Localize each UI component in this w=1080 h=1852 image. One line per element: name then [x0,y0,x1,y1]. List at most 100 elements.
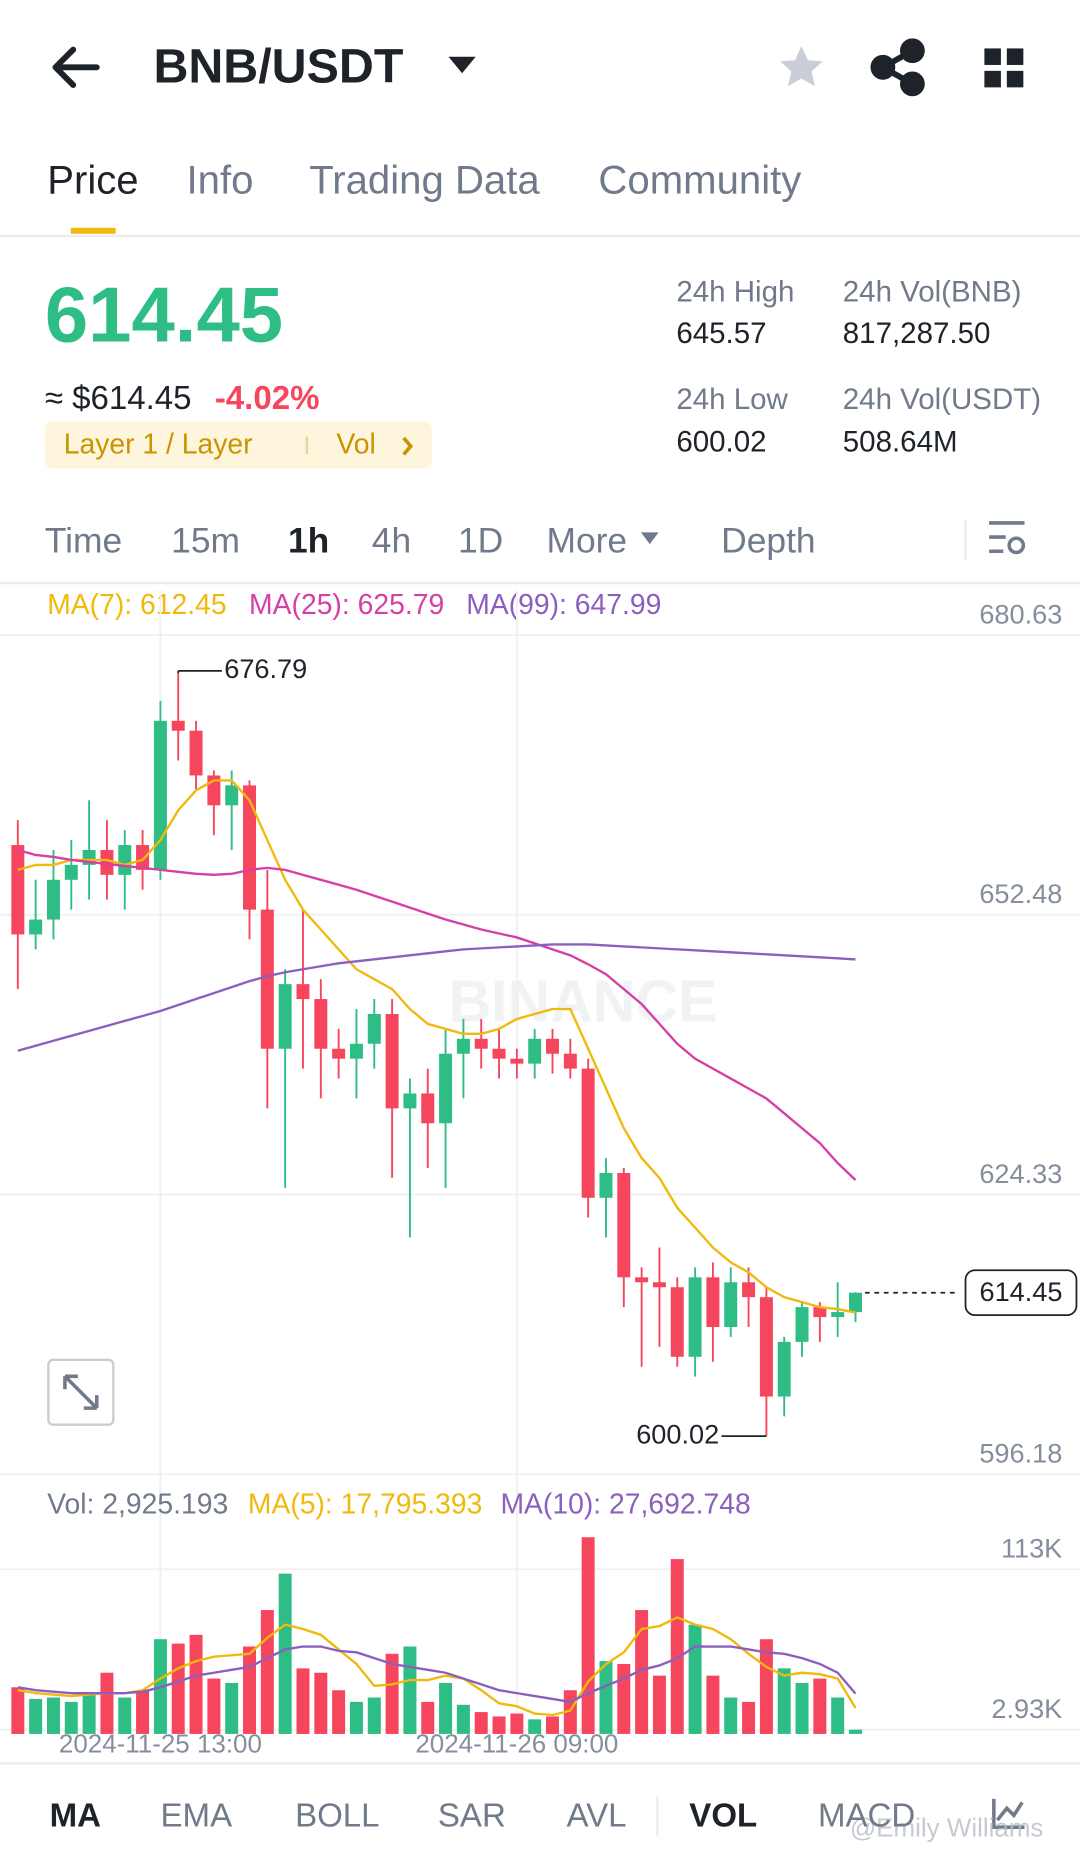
pair-title[interactable]: BNB/USDT [153,39,403,93]
candle-body [171,720,185,731]
indicator-settings-icon[interactable] [992,1798,1025,1829]
interval[interactable]: Time [45,520,122,560]
candle-body [759,1297,773,1397]
candle-body [652,1282,666,1288]
candle-body [225,785,239,806]
back-button[interactable] [52,46,100,88]
expand-icon [63,1374,99,1410]
x-tick-label: 2024-11-25 13:00 [59,1729,262,1759]
stat-label: 24h Vol(BNB) [843,276,1022,309]
tag-pill[interactable] [44,421,433,469]
candle-body [296,984,310,1000]
volume-bar [189,1634,203,1734]
indicator-tab[interactable]: MACD [818,1797,915,1834]
volume-bar [260,1610,274,1734]
tag-text[interactable]: Layer 1 / Layer [64,429,253,461]
volume-bar [652,1675,666,1734]
candle-body [849,1292,862,1313]
last-price: 614.45 [45,271,283,359]
pair-dropdown[interactable] [448,56,476,74]
tag-chevron [402,436,414,456]
indicator-tab[interactable]: AVL [567,1797,627,1834]
volume-bar [421,1701,435,1734]
interval[interactable]: 1h [288,520,329,560]
volume-bar [759,1639,773,1734]
interval[interactable]: Depth [721,520,815,560]
y-tick-label: 2.93K [991,1693,1062,1724]
share-icon[interactable] [870,38,925,97]
candle-body [688,1277,702,1357]
candle-body [332,1048,346,1059]
tab[interactable]: Price [47,158,138,203]
high-label: 676.79 [224,653,307,684]
volume-bar [670,1559,684,1734]
volume-bar [724,1697,738,1734]
candle-body [11,845,25,935]
indicator-tab[interactable]: VOL [689,1797,757,1834]
tag-link[interactable]: Vol [336,429,375,461]
y-tick-label: 113K [1001,1533,1062,1564]
interval[interactable]: More [546,520,627,560]
y-tick-label: 652.48 [979,878,1062,909]
indicator-tab[interactable]: MA [50,1797,101,1834]
volume-legend: MA(10): 27,692.748 [500,1489,750,1521]
volume-bar [635,1610,649,1734]
candle-body [439,1053,453,1124]
candle-body [492,1048,506,1059]
candle-body [46,879,60,920]
candle-body [813,1307,827,1318]
ma-line [17,848,857,1181]
volume-bar [403,1646,417,1734]
ma-legend: MA(25): 625.79 [249,589,444,621]
price-chart: MA(7): 612.45 MA(25): 625.79 MA(99): 647.9… [0,589,1080,1733]
volume-ma-line [17,1645,857,1704]
candle-body [118,845,132,875]
indicator-tab[interactable]: EMA [161,1797,233,1834]
volume-bar [706,1675,720,1734]
candle-body [581,1068,595,1198]
volume-bar [82,1693,96,1734]
price-change: -4.02% [215,380,320,417]
interval[interactable]: 4h [372,520,411,560]
candle-body [617,1172,631,1278]
y-tick-label: 624.33 [979,1158,1062,1189]
stat-label: 24h Low [676,383,788,416]
candle-body [421,1093,435,1124]
tab[interactable]: Trading Data [309,158,540,203]
candle-body [189,730,203,776]
candle-body [795,1307,809,1342]
favorite-icon[interactable] [780,46,823,87]
chart-settings-icon[interactable] [989,521,1026,555]
user-watermark: @Emily Williams [850,1812,1044,1842]
volume-bar [136,1690,150,1734]
tab[interactable]: Community [598,158,801,203]
volume-bar [439,1682,453,1734]
volume-bar [528,1719,542,1734]
candle-body [742,1282,756,1298]
candle-body [385,1013,399,1109]
ma-line [17,943,856,1052]
candle-body [635,1277,649,1283]
volume-bar [46,1697,60,1734]
y-tick-label: 680.63 [979,598,1062,629]
volume-bar [813,1678,827,1734]
volume-bar [688,1624,702,1734]
interval[interactable]: 15m [171,520,240,560]
volume-chart: Vol: 2,925.193 MA(5): 17,795.393 MA(10): 2… [0,1489,1080,1734]
candle-body [831,1312,845,1318]
candle-body [706,1277,720,1327]
indicator-tab[interactable]: BOLL [295,1797,379,1834]
stat-label: 24h Vol(USDT) [843,383,1041,416]
candle-body [724,1282,738,1327]
tab[interactable]: Info [186,158,253,203]
volume-bar [243,1646,257,1734]
ma-line [17,779,856,1314]
menu-icon[interactable] [984,48,1024,88]
volume-bar [100,1672,114,1734]
interval[interactable]: 1D [458,520,503,560]
indicator-tab[interactable]: SAR [438,1797,506,1834]
more-dropdown[interactable] [640,532,659,545]
candle-body [456,1038,470,1054]
